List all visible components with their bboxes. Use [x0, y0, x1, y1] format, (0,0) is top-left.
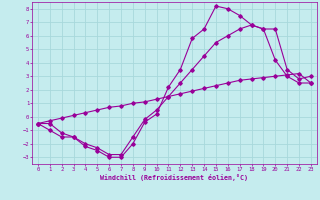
X-axis label: Windchill (Refroidissement éolien,°C): Windchill (Refroidissement éolien,°C) [100, 174, 248, 181]
